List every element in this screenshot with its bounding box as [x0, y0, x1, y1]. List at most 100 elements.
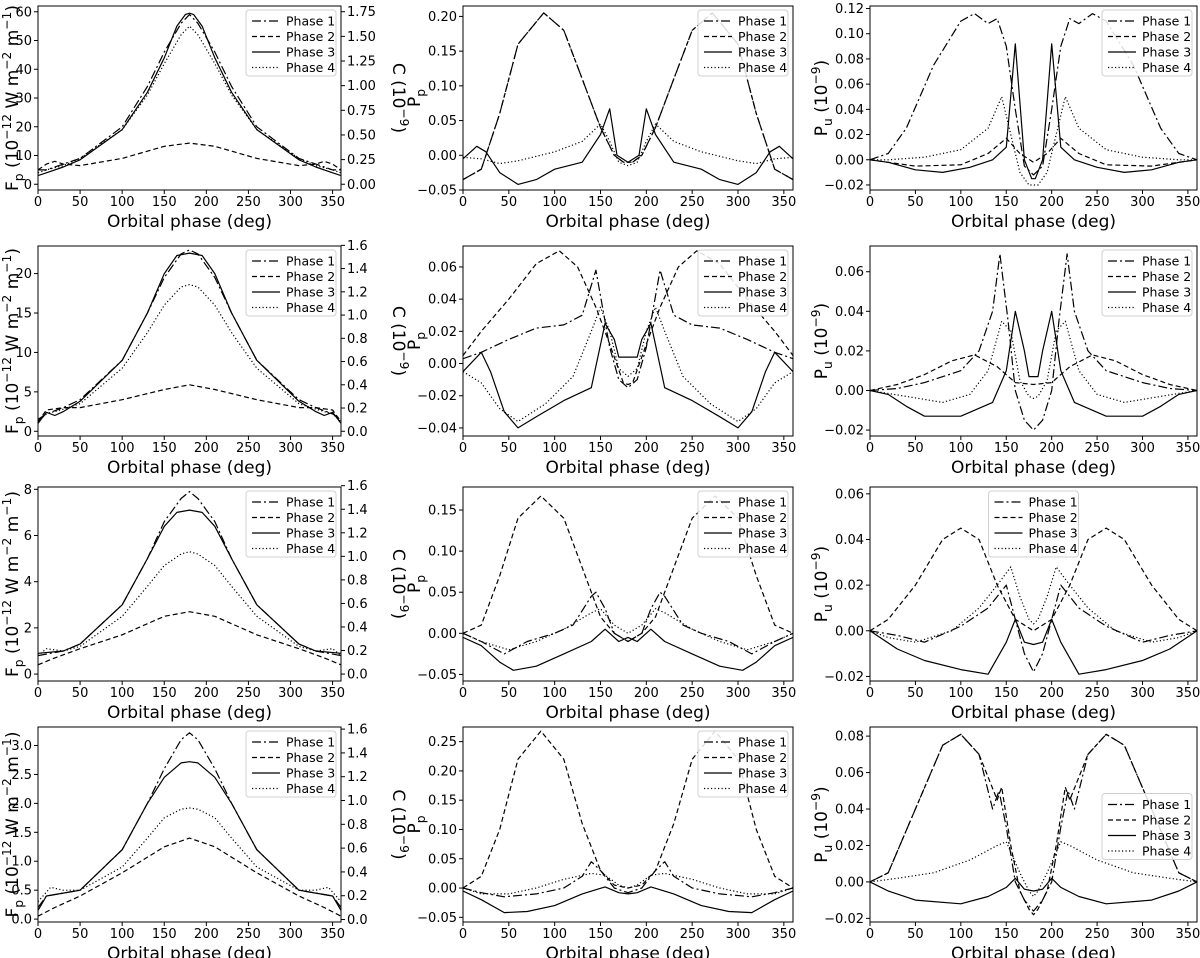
right-tick-label: 1.25	[347, 55, 376, 70]
x-axis-label: Orbital phase (deg)	[107, 458, 272, 478]
x-tick-label: 150	[994, 195, 1019, 210]
y-tick-label: 0.08	[835, 52, 864, 67]
x-tick-label: 50	[72, 195, 89, 210]
legend-box	[988, 490, 1079, 558]
right-tick-label: 0.2	[347, 889, 368, 904]
series-line-phase-2	[870, 733, 1197, 916]
x-tick-label: 200	[634, 441, 659, 456]
y-tick-label: 0.00	[428, 149, 457, 164]
right-tick-label: 1.50	[347, 30, 376, 45]
x-tick-label: 250	[236, 441, 261, 456]
legend-label-phase-4: Phase 4	[286, 781, 335, 796]
legend-label-phase-3: Phase 3	[738, 285, 787, 300]
series-line-phase-1	[870, 253, 1197, 431]
series-group	[38, 249, 341, 424]
y-tick-label: 1.5	[11, 826, 32, 841]
x-tick-label: 100	[542, 686, 567, 701]
right-tick-label: 1.2	[347, 526, 368, 541]
right-tick-label: 0.6	[347, 355, 368, 370]
y-tick-label: 0	[24, 425, 32, 440]
legend-label-phase-4: Phase 4	[286, 300, 335, 315]
chart-panel-r4c3: 0 50 100 150 200 250 300 350 −0.02 0.00 0.02 0.04 0.…	[809, 726, 1200, 958]
x-tick-label: 350	[771, 927, 796, 942]
right-tick-label: 1.6	[347, 239, 368, 254]
y-tick-label: 0.04	[835, 533, 864, 548]
x-tick-label: 300	[1130, 927, 1155, 942]
x-axis-label: Orbital phase (deg)	[107, 703, 272, 723]
y-tick-label: 30	[15, 92, 32, 107]
legend-label-phase-2: Phase 2	[1142, 29, 1191, 44]
y-tick-label: 0.10	[428, 545, 457, 560]
y-tick-label: 40	[15, 63, 32, 78]
legend-label-phase-4: Phase 4	[1142, 300, 1191, 315]
y-tick-label: 0.00	[835, 384, 864, 399]
x-tick-label: 200	[634, 686, 659, 701]
y-tick-label: 15	[15, 307, 32, 322]
y-tick-label: 0.06	[835, 487, 864, 502]
series-line-phase-1	[463, 591, 793, 655]
y-tick-label: 5	[24, 385, 32, 400]
legend-label-phase-2: Phase 2	[286, 510, 335, 525]
y-tick-label: 0.10	[428, 79, 457, 94]
y-tick-label: 0.02	[835, 128, 864, 143]
right-tick-label: 0.4	[347, 865, 368, 880]
x-tick-label: 100	[542, 927, 567, 942]
y-tick-label: 50	[15, 34, 32, 49]
legend-label-phase-2: Phase 2	[1029, 510, 1078, 525]
y-tick-label: 0.00	[428, 627, 457, 642]
x-tick-label: 300	[726, 927, 751, 942]
y-tick-label: 0	[24, 668, 32, 683]
y-tick-label: −0.04	[417, 421, 457, 436]
legend-label-phase-4: Phase 4	[738, 300, 787, 315]
x-tick-label: 50	[501, 927, 518, 942]
x-tick-label: 0	[34, 686, 42, 701]
y-tick-label: 0.25	[428, 735, 457, 750]
legend-label-phase-1: Phase 1	[286, 254, 335, 269]
y-tick-label: 0.02	[835, 579, 864, 594]
y-tick-label: 20	[15, 267, 32, 282]
series-line-phase-2	[38, 384, 341, 423]
y-tick-label: 0.5	[11, 884, 32, 899]
y-tick-label: 0.15	[428, 794, 457, 809]
x-tick-label: 200	[634, 927, 659, 942]
legend-label-phase-3: Phase 3	[738, 766, 787, 781]
y-tick-label: 0.05	[428, 586, 457, 601]
series-line-phase-3	[463, 628, 793, 671]
y-tick-label: −0.05	[417, 668, 457, 683]
chart-panel-r2c3: 0 50 100 150 200 250 300 350 −0.02 0.00 0.02 0.04 0.…	[809, 245, 1200, 478]
y-axis-label: Pu (10−9)	[809, 303, 835, 379]
x-tick-label: 0	[866, 686, 874, 701]
legend-label-phase-2: Phase 2	[286, 29, 335, 44]
right-tick-label: 0.6	[347, 597, 368, 612]
y-axis-label: Fp (10−12 W m−2 m−1)	[0, 248, 26, 434]
right-tick-label: 0.00	[347, 178, 376, 193]
legend-label-phase-2: Phase 2	[738, 750, 787, 765]
y-tick-label: 10	[15, 346, 32, 361]
y-tick-label: 0.20	[428, 764, 457, 779]
series-line-phase-2	[463, 250, 793, 386]
right-tick-label: 1.0	[347, 794, 368, 809]
y-tick-label: 0.05	[428, 114, 457, 129]
series-line-phase-4	[38, 551, 341, 657]
x-tick-label: 50	[907, 441, 924, 456]
right-tick-label: 0.25	[347, 153, 376, 168]
series-line-phase-3	[463, 108, 793, 185]
x-axis-label: Orbital phase (deg)	[951, 458, 1116, 478]
series-line-phase-1	[463, 269, 793, 389]
right-tick-label: 1.2	[347, 770, 368, 785]
legend-label-phase-1: Phase 1	[738, 14, 787, 29]
y-tick-label: 0.15	[428, 504, 457, 519]
x-tick-label: 200	[194, 195, 219, 210]
x-tick-label: 50	[72, 441, 89, 456]
y-tick-label: 0.06	[428, 260, 457, 275]
x-tick-label: 50	[907, 927, 924, 942]
y-axis-label: Pu (10−9)	[809, 786, 835, 862]
x-tick-label: 300	[278, 686, 303, 701]
right-axis-label: C (10−9)	[388, 789, 411, 859]
y-tick-label: −0.02	[824, 178, 864, 193]
x-tick-label: 250	[1085, 927, 1110, 942]
x-tick-label: 200	[1039, 441, 1064, 456]
